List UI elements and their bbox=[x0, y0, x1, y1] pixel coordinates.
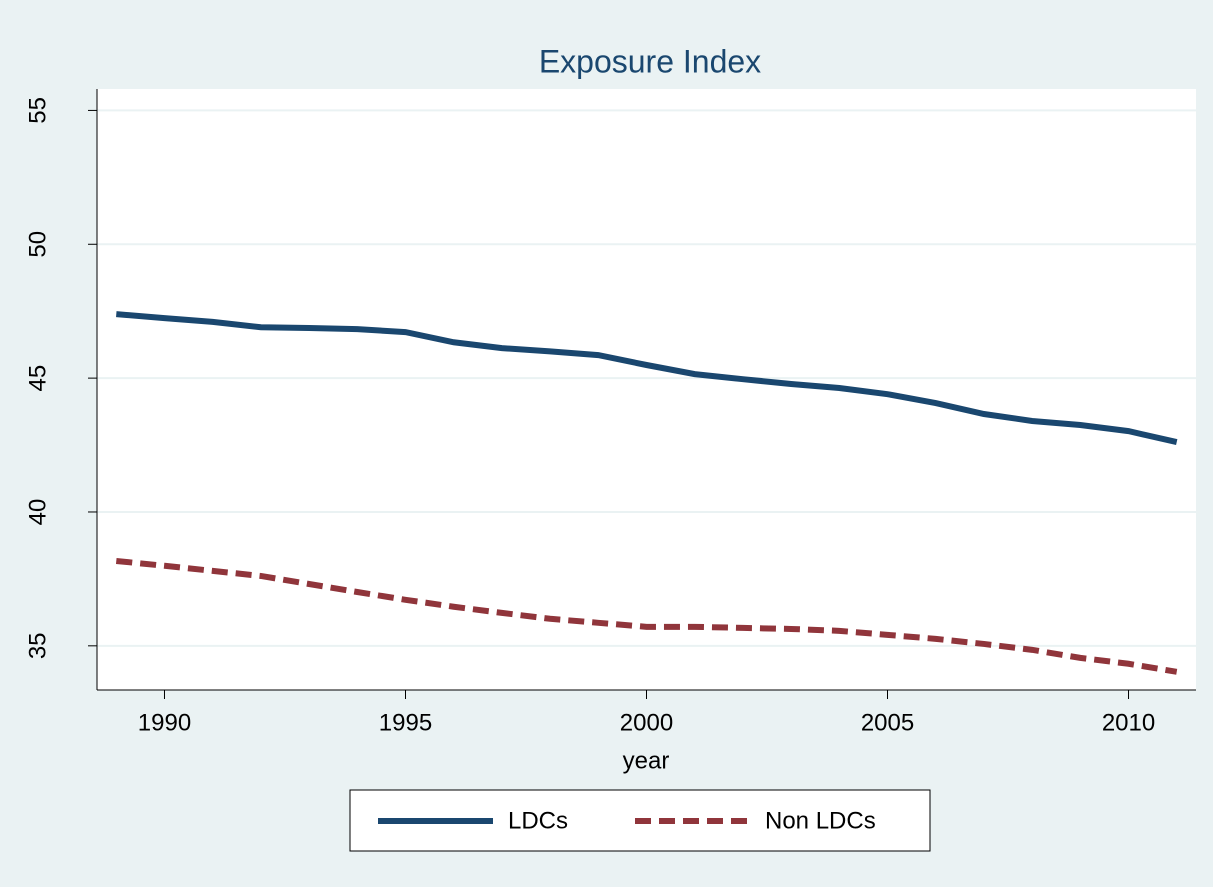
x-tick-label: 2000 bbox=[620, 709, 673, 736]
legend-label: Non LDCs bbox=[765, 807, 876, 834]
series-line bbox=[116, 311, 1178, 446]
y-tick-label: 40 bbox=[24, 499, 51, 526]
x-tick-label: 1995 bbox=[379, 709, 432, 736]
x-tick-label: 2010 bbox=[1102, 709, 1155, 736]
series-line bbox=[115, 557, 1178, 675]
y-tick-label: 50 bbox=[24, 231, 51, 258]
plot-area bbox=[97, 89, 1196, 690]
x-axis-label: year bbox=[623, 747, 670, 774]
y-tick-label: 45 bbox=[24, 365, 51, 392]
x-tick-label: 2005 bbox=[861, 709, 914, 736]
y-tick-label: 55 bbox=[24, 97, 51, 124]
legend-label: LDCs bbox=[508, 807, 568, 834]
chart-title: Exposure Index bbox=[539, 43, 761, 79]
x-tick-label: 1990 bbox=[138, 709, 191, 736]
y-tick-label: 35 bbox=[24, 632, 51, 659]
